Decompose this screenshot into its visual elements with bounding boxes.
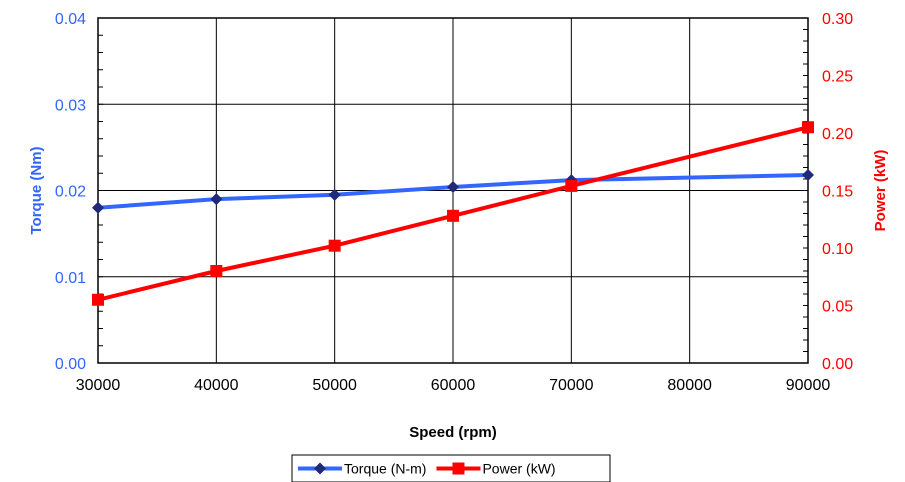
series-power xyxy=(92,121,814,306)
y-right-tick-label: 0.15 xyxy=(822,184,853,201)
legend-marker xyxy=(314,462,326,475)
data-point xyxy=(802,168,814,181)
x-axis-title: Speed (rpm) xyxy=(409,424,497,441)
plot-frame xyxy=(97,17,809,364)
y-left-tick-label: 0.01 xyxy=(55,270,86,287)
x-tick-label: 50000 xyxy=(312,377,357,394)
y-left-tick-labels: 0.00 0.01 0.02 0.03 0.04 xyxy=(55,11,86,373)
x-tick-label: 70000 xyxy=(549,377,594,394)
y-left-tick-label: 0.02 xyxy=(55,184,86,201)
legend-item: Power (kW) xyxy=(436,461,556,477)
data-point xyxy=(447,181,459,194)
y-right-tick-label: 0.20 xyxy=(822,126,853,143)
x-tick-label: 60000 xyxy=(431,377,476,394)
series-line xyxy=(97,125,809,302)
y-left-tick-label: 0.00 xyxy=(55,356,86,373)
y-left-tick-label: 0.03 xyxy=(55,97,86,114)
data-point xyxy=(210,265,223,277)
axes xyxy=(97,17,809,364)
legend-items: Torque (N-m) Power (kW) xyxy=(298,461,556,477)
data-point xyxy=(328,239,341,252)
x-tick-label: 40000 xyxy=(194,377,239,394)
data-point xyxy=(210,193,223,206)
y-left-axis-title: Torque (Nm) xyxy=(28,146,45,234)
y-right-axis-title: Power (kW) xyxy=(872,150,889,232)
y-right-tick-label: 0.10 xyxy=(822,241,853,258)
y-right-tick-label: 0.30 xyxy=(822,11,853,28)
series-line xyxy=(97,173,809,210)
data-point xyxy=(328,188,341,201)
y-left-tick-label: 0.04 xyxy=(55,11,86,28)
data-point xyxy=(92,201,104,214)
y-right-tick-label: 0.00 xyxy=(822,356,853,373)
legend-label: Power (kW) xyxy=(482,461,555,477)
x-tick-label: 30000 xyxy=(76,377,121,394)
x-tick-label: 80000 xyxy=(667,377,712,394)
y-right-tick-label: 0.05 xyxy=(822,299,853,316)
data-point xyxy=(92,293,104,306)
legend-label: Torque (N-m) xyxy=(344,461,426,477)
data-point xyxy=(565,179,578,192)
legend-item: Torque (N-m) xyxy=(298,461,426,477)
x-tick-labels: 30000 40000 50000 60000 70000 80000 90000 xyxy=(76,377,831,394)
legend: Torque (N-m) Power (kW) xyxy=(291,454,611,482)
series-layer xyxy=(92,121,814,306)
data-point xyxy=(447,209,459,222)
y-right-tick-labels: 0.00 0.05 0.10 0.15 0.20 0.25 0.30 xyxy=(822,11,853,373)
data-point xyxy=(802,121,814,134)
x-tick-label: 90000 xyxy=(786,377,831,394)
y-right-tick-label: 0.25 xyxy=(822,69,853,86)
legend-marker xyxy=(452,462,465,475)
